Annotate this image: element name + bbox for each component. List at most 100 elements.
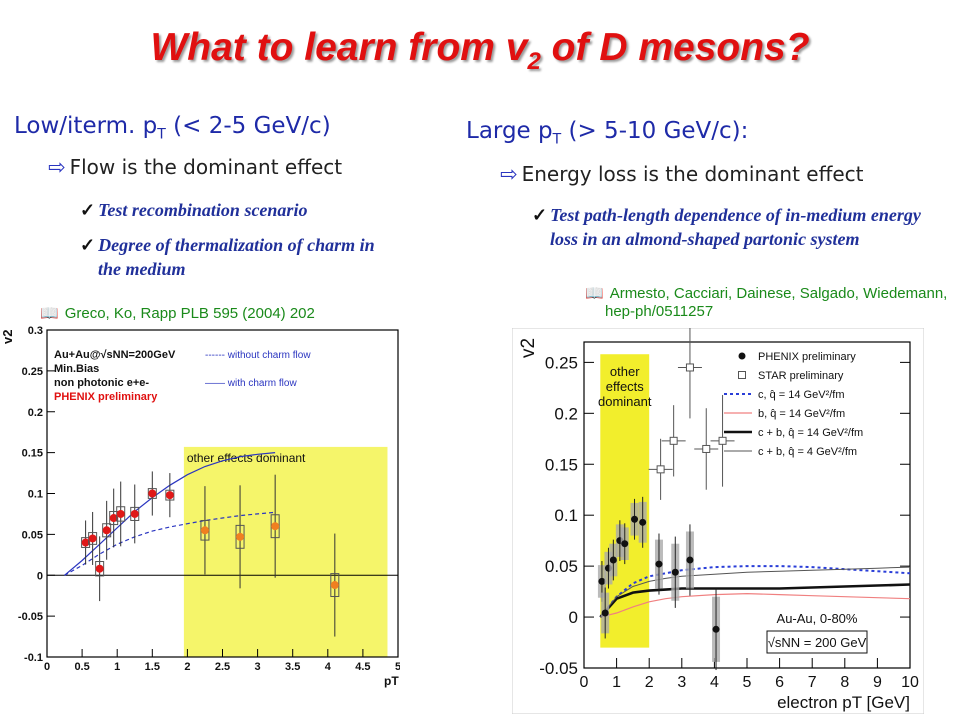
annotation-system: Au-Au, 0-80% [777,611,858,626]
data-point-phenix [631,515,639,523]
data-point-phenix [686,556,694,564]
curve-label-with: —— with charm flow [205,378,297,389]
x-tick-label: 0.5 [74,661,89,673]
y-axis-label: v2 [518,338,539,358]
y-tick-label: 0 [37,570,43,582]
left-check-1: ✓ Test recombination scenario [80,200,308,220]
y-tick-label: 0.05 [545,557,578,576]
data-point-phenix [601,609,609,617]
left-v2-chart: other effects dominant -0.1 -0.05 0 0.05 0.1 0… [0,325,400,688]
x-tick-label: 4.5 [355,661,370,673]
curve-label-without: ------ without charm flow [205,350,311,361]
x-tick-label: 6 [775,674,784,691]
y-tick-label: 0.15 [545,455,578,474]
legend-entry: c, q̂ = 14 GeV²/fm [758,389,845,401]
left-reference: 📖 Greco, Ko, Rapp PLB 595 (2004) 202 [40,305,315,322]
x-tick-label: 3 [677,674,686,691]
band-label-word: dominant [598,394,652,409]
y-tick-label: 0 [569,608,578,627]
data-point [148,489,157,498]
x-tick-label: 2 [184,661,190,673]
curve [600,592,911,618]
data-point-phenix [621,540,629,548]
left-check-2: ✓ Degree of thermalization of charm in th… [80,235,375,279]
band-label-word: other [610,364,640,379]
x-tick-label: 4 [325,661,332,673]
right-header: Large pT (> 5-10 GeV/c): [466,118,749,148]
curve [599,566,911,618]
band-other-effects [183,446,388,657]
x-tick-label: 2 [645,674,654,691]
x-axis-label: pT [384,674,399,688]
x-tick-label: 9 [873,674,882,691]
arrow-icon: ⇨ [48,155,66,179]
y-tick-label: 0.25 [545,353,578,372]
x-tick-label: 1 [114,661,120,673]
legend-line: Min.Bias [54,363,99,375]
y-tick-label: -0.05 [539,659,578,678]
checkmark-icon: ✓ [532,205,548,225]
data-point [200,526,209,535]
slide-title: What to learn from v2 of D mesons? [150,26,810,75]
book-icon: 📖 [585,285,604,302]
data-point [330,581,339,590]
data-point [116,509,125,518]
data-point-phenix [639,518,647,526]
x-tick-label: 5 [743,674,752,691]
x-tick-label: 5 [395,661,400,673]
y-tick-label: 0.3 [28,325,43,337]
x-tick-label: 2.5 [215,661,230,673]
annotation-box [766,630,868,654]
x-tick-label: 8 [840,674,849,691]
x-tick-label: 1 [612,674,621,691]
curve [599,583,911,618]
data-point [81,538,90,547]
data-point [236,532,245,541]
y-tick-label: -0.1 [24,652,43,664]
y-tick-label: 0.15 [22,448,43,460]
right-v2-chart: othereffectsdominant-0.0500.050.10.150.2… [512,328,924,714]
x-tick-label: 0 [580,674,589,691]
y-tick-label: 0.05 [22,529,43,541]
legend-entry: b, q̂ = 14 GeV²/fm [758,408,845,420]
data-point [88,534,97,543]
data-point [109,514,118,523]
left-bullet: ⇨ Flow is the dominant effect [48,155,343,179]
x-axis-label: electron pT [GeV] [777,693,910,712]
x-tick-label: 3 [255,661,261,673]
left-header: Low/iterm. pT (< 2-5 GeV/c) [14,113,331,143]
checkmark-icon: ✓ [80,235,96,255]
legend-line: non photonic e+e- [54,377,149,389]
y-tick-label: -0.05 [18,611,43,623]
y-tick-label: 0.25 [22,366,43,378]
data-point-star [656,465,665,474]
y-tick-label: 0.1 [554,506,578,525]
book-icon: 📖 [40,305,59,322]
x-tick-label: 4 [710,674,719,691]
band-label-word: effects [606,379,645,394]
y-tick-label: 0.2 [554,404,578,423]
y-tick-label: 0.2 [28,407,43,419]
data-point-star [685,363,694,372]
legend-line: Au+Au@√sNN=200GeV [54,349,176,361]
data-point [165,491,174,500]
y-axis-label: v2 [0,330,15,344]
data-point-phenix [655,560,663,568]
x-tick-label: 7 [808,674,817,691]
data-point-star [702,444,711,453]
data-point-phenix [598,577,606,585]
data-point-star [669,436,678,445]
data-point-phenix [712,625,720,633]
legend-marker [738,352,746,360]
annotation-energy: √sNN = 200 GeV [768,635,867,650]
x-tick-label: 3.5 [285,661,300,673]
legend-marker [738,371,746,379]
legend-entry: c + b, q̂ = 14 GeV²/fm [758,427,863,439]
right-check-1: ✓ Test path-length dependence of in-mediu… [532,205,921,249]
x-tick-label: 0 [44,661,50,673]
legend-entry: STAR preliminary [758,370,844,382]
data-point [102,526,111,535]
x-tick-label: 10 [901,674,919,691]
data-point [130,509,139,518]
legend-entry: c + b, q̂ = 4 GeV²/fm [758,446,857,458]
